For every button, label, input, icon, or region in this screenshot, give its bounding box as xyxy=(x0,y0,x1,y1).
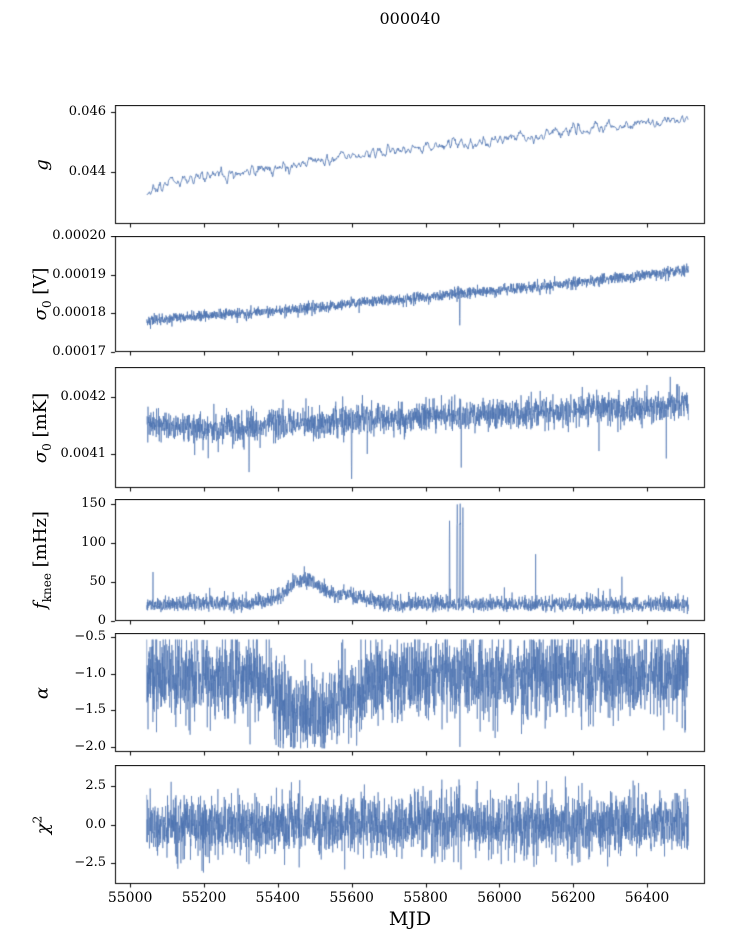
y-tick-label: 2.5 xyxy=(85,778,106,794)
panel-chi2 xyxy=(0,765,741,890)
y-tick-label: 50 xyxy=(89,574,106,590)
panel-sigma0V xyxy=(0,236,741,358)
y-tick-label: −0.5 xyxy=(74,629,106,645)
x-tick-label: 55400 xyxy=(255,890,301,906)
y-tick-label: −1.5 xyxy=(74,702,106,718)
y-axis-label-g: g xyxy=(31,158,53,171)
y-tick-label: 0.00018 xyxy=(52,305,106,321)
x-tick-label: 55000 xyxy=(107,890,153,906)
y-tick-label: 0.00020 xyxy=(52,228,106,243)
x-tick-label: 55800 xyxy=(403,890,448,906)
y-tick-label: −2.0 xyxy=(74,738,106,754)
x-tick-label: 56200 xyxy=(550,890,596,906)
y-axis-label-sigma0mK: σ0 [mK] xyxy=(30,392,54,463)
y-tick-label: 100 xyxy=(81,535,106,551)
y-tick-label: 0.046 xyxy=(68,104,106,120)
y-tick-label: −1.0 xyxy=(74,665,106,681)
y-tick-label: 0.00017 xyxy=(52,344,106,359)
x-tick-label: 56400 xyxy=(624,890,670,906)
y-axis-label-alpha: α xyxy=(31,686,53,699)
y-tick-label: 0.0042 xyxy=(60,389,107,405)
y-axis-label-chi2: χ2 xyxy=(30,815,54,834)
panel-fknee xyxy=(0,499,741,627)
x-tick-label: 55600 xyxy=(329,890,374,906)
panel-sigma0mK xyxy=(0,367,741,494)
y-tick-label: 0 xyxy=(97,613,106,628)
x-tick-label: 55200 xyxy=(181,890,227,906)
panel-g xyxy=(0,105,741,230)
y-axis-label-sigma0V: σ0 [V] xyxy=(30,267,54,321)
x-tick-label: 56000 xyxy=(477,890,522,906)
y-tick-label: 0.0041 xyxy=(60,445,107,461)
x-axis-title: MJD xyxy=(388,908,432,930)
y-tick-label: 0.044 xyxy=(68,164,106,180)
y-tick-label: 0.0 xyxy=(85,816,106,832)
y-axis-label-fknee: fknee [mHz] xyxy=(30,511,54,609)
y-tick-label: 150 xyxy=(81,496,106,512)
y-tick-label: −2.5 xyxy=(74,854,106,870)
figure-title: 000040 xyxy=(379,9,441,28)
y-tick-label: 0.00019 xyxy=(52,266,106,282)
panel-alpha xyxy=(0,633,741,758)
